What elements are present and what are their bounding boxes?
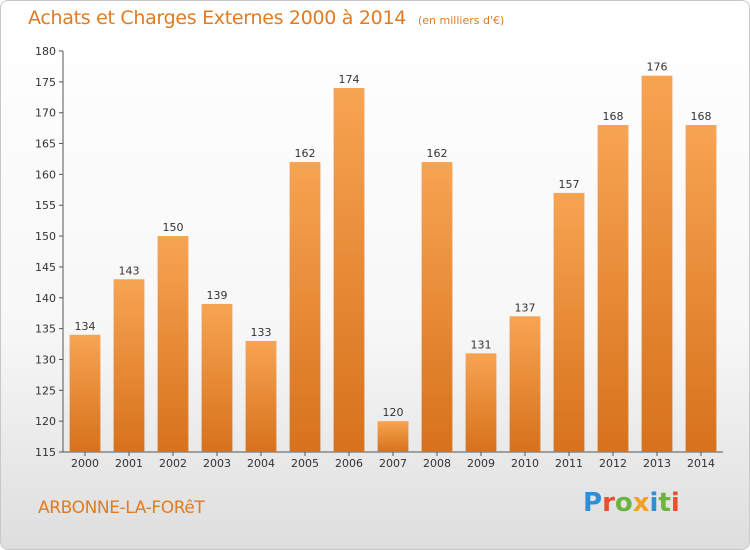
y-tick-label: 115 — [35, 446, 56, 459]
x-tick-label: 2011 — [555, 457, 583, 470]
data-label: 162 — [295, 147, 316, 160]
chart-title: Achats et Charges Externes 2000 à 2014 — [28, 7, 407, 29]
x-tick-label: 2001 — [115, 457, 143, 470]
y-tick-label: 120 — [35, 415, 56, 428]
bar — [157, 236, 189, 452]
city-name: ARBONNE-LA-FORêT — [38, 498, 205, 518]
data-label: 143 — [119, 264, 140, 277]
bar — [465, 353, 497, 452]
x-tick-label: 2004 — [247, 457, 275, 470]
logo-letter: o — [614, 488, 633, 518]
data-label: 176 — [647, 61, 668, 74]
logo-letter: P — [583, 488, 603, 518]
y-tick-label: 130 — [35, 353, 56, 366]
y-tick-label: 140 — [35, 292, 56, 305]
data-label: 139 — [207, 289, 228, 302]
bar — [289, 162, 321, 453]
y-tick-label: 175 — [35, 76, 56, 89]
x-tick-label: 2008 — [423, 457, 451, 470]
logo-letter: r — [602, 488, 615, 518]
bar — [509, 316, 541, 452]
y-tick-label: 125 — [35, 384, 56, 397]
x-tick-label: 2006 — [335, 457, 363, 470]
data-label: 133 — [251, 326, 272, 339]
bar — [641, 75, 673, 452]
x-tick-label: 2002 — [159, 457, 187, 470]
x-tick-label: 2007 — [379, 457, 407, 470]
x-tick-label: 2010 — [511, 457, 539, 470]
x-tick-label: 2003 — [203, 457, 231, 470]
bar — [245, 340, 277, 452]
data-label: 120 — [383, 406, 404, 419]
data-label: 157 — [559, 178, 580, 191]
data-label: 131 — [471, 338, 492, 351]
logo-letter: i — [649, 488, 659, 518]
y-tick-label: 150 — [35, 230, 56, 243]
y-tick-label: 170 — [35, 107, 56, 120]
data-label: 137 — [515, 301, 536, 314]
data-label: 168 — [691, 110, 712, 123]
x-tick-label: 2012 — [599, 457, 627, 470]
bar — [597, 125, 629, 453]
y-tick-label: 160 — [35, 168, 56, 181]
x-tick-label: 2014 — [687, 457, 715, 470]
bar — [113, 279, 145, 452]
y-tick-label: 135 — [35, 323, 56, 336]
data-label: 162 — [427, 147, 448, 160]
data-label: 150 — [163, 221, 184, 234]
data-label: 174 — [339, 73, 360, 86]
bar — [553, 192, 585, 452]
bar — [685, 125, 717, 453]
data-label: 134 — [75, 320, 96, 333]
x-tick-label: 2013 — [643, 457, 671, 470]
x-tick-label: 2005 — [291, 457, 319, 470]
logo-letter: i — [670, 488, 680, 518]
x-tick-label: 2009 — [467, 457, 495, 470]
chart-subtitle: (en milliers d'€) — [418, 14, 505, 27]
y-tick-label: 180 — [35, 45, 56, 58]
proxiti-logo: Proxiti — [583, 488, 680, 518]
logo-letter: t — [658, 488, 671, 518]
y-tick-label: 145 — [35, 261, 56, 274]
bar — [333, 88, 365, 452]
y-tick-label: 155 — [35, 199, 56, 212]
data-label: 168 — [603, 110, 624, 123]
bar — [421, 162, 453, 453]
x-tick-label: 2000 — [71, 457, 99, 470]
bar — [201, 303, 233, 452]
logo-letter: x — [632, 488, 650, 518]
y-tick-label: 165 — [35, 138, 56, 151]
bar — [377, 421, 409, 452]
bar — [69, 334, 101, 452]
